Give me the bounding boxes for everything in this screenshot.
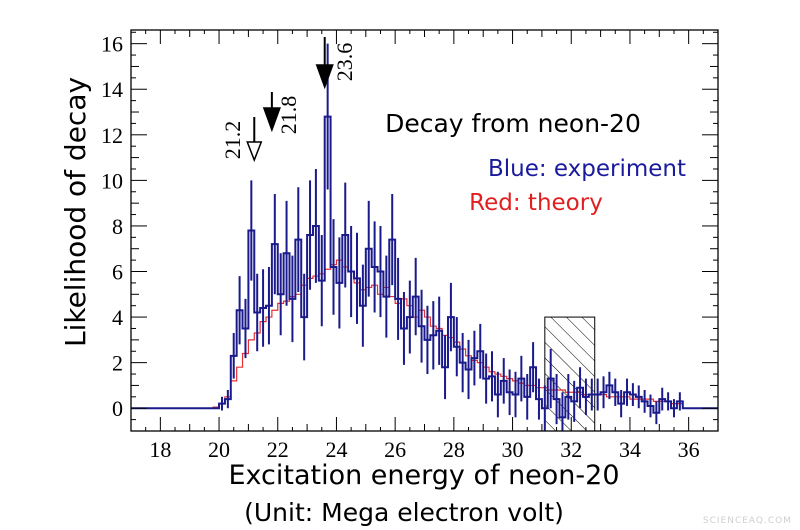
marker-label: 23.6 <box>332 43 357 82</box>
y-tick-label: 2 <box>112 351 123 376</box>
x-tick-label: 36 <box>678 437 700 462</box>
energy-markers: 21.2 21.8 23.6 <box>220 37 357 163</box>
y-tick-label: 0 <box>112 396 123 421</box>
x-tick-label: 18 <box>149 437 171 462</box>
marker-arrow <box>262 107 281 133</box>
legend-theory: Red: theory <box>469 190 603 216</box>
x-axis-unit: (Unit: Mega electron volt) <box>244 498 564 527</box>
marker-arrow <box>246 141 263 163</box>
experiment-histogram <box>131 43 718 431</box>
y-axis-label: Likelihood of decay <box>59 77 92 347</box>
y-tick-label: 14 <box>101 77 123 102</box>
y-tick-label: 12 <box>101 123 123 148</box>
watermark: SCIENCEAQ.COM <box>702 516 792 526</box>
x-tick-label: 20 <box>208 437 230 462</box>
marker-label: 21.8 <box>276 96 301 135</box>
y-tick-label: 16 <box>101 32 123 57</box>
axes <box>130 29 719 432</box>
marker-arrow <box>315 64 334 90</box>
y-tick-label: 4 <box>112 305 123 330</box>
y-tick-label: 10 <box>101 168 123 193</box>
annotation-title: Decay from neon-20 <box>385 109 641 138</box>
x-tick-label: 32 <box>560 437 582 462</box>
x-tick-label: 28 <box>443 437 465 462</box>
x-axis-label: Excitation energy of neon-20 <box>228 460 619 491</box>
plot-frame <box>130 29 719 432</box>
x-tick-label: 26 <box>384 437 406 462</box>
hatched-box <box>544 316 596 432</box>
x-tick-label: 22 <box>267 437 289 462</box>
x-tick-label: 34 <box>619 437 641 462</box>
y-tick-label: 6 <box>112 260 123 285</box>
legend-experiment: Blue: experiment <box>488 156 686 182</box>
x-tick-label: 24 <box>325 437 347 462</box>
hatched-region <box>544 316 596 432</box>
x-tick-label: 30 <box>502 437 524 462</box>
marker-label: 21.2 <box>220 121 245 160</box>
y-tick-label: 8 <box>112 214 123 239</box>
